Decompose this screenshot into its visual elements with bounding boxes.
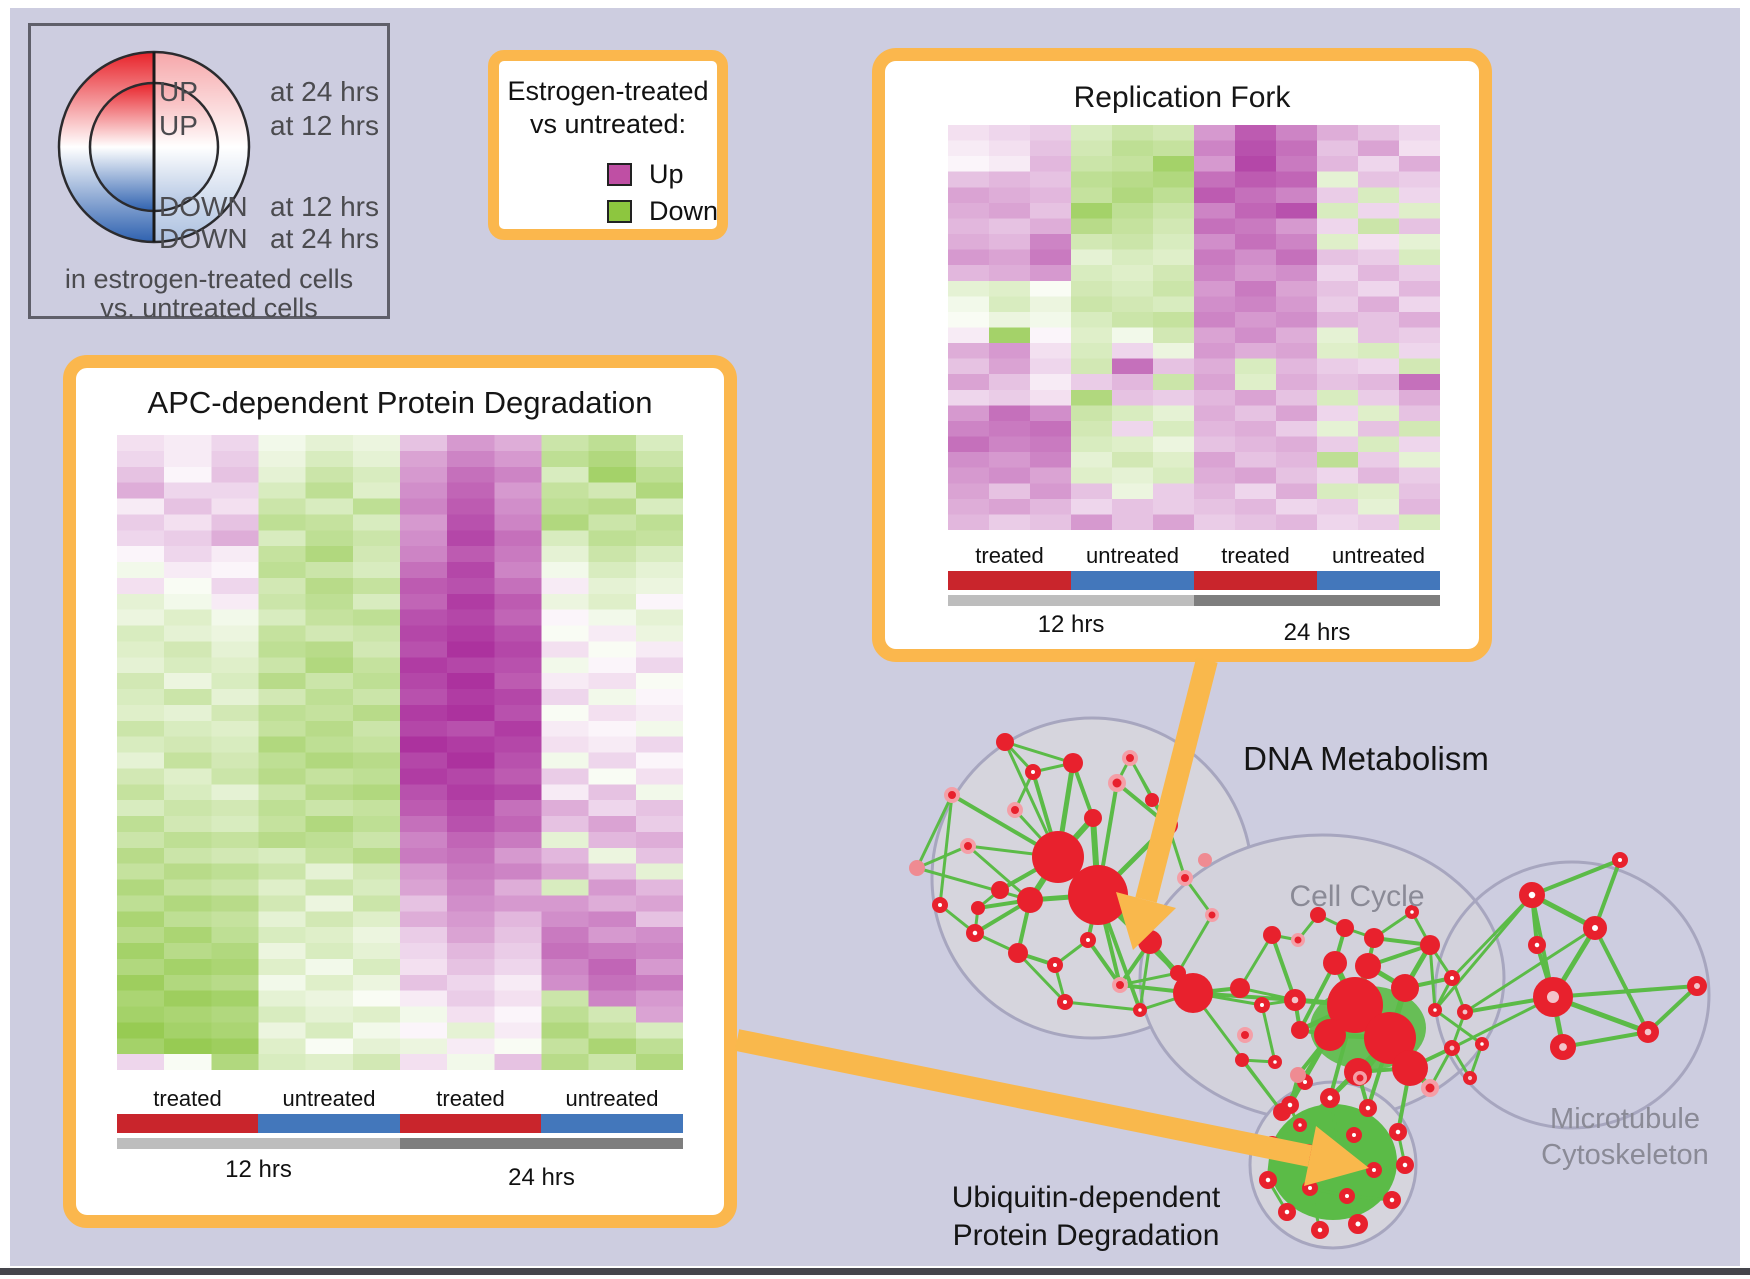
apc-12h-bar [117,1138,400,1149]
gauge-down-inner-time: at 12 hrs [270,191,379,222]
gauge-down-inner-label: DOWN [159,191,248,222]
apc-untreated-bar-24h [541,1114,683,1133]
estrogen-legend-box: Estrogen-treated vs untreated: Up Down [488,50,728,240]
apc-title: APC-dependent Protein Degradation [147,385,653,420]
up-color-swatch-icon [607,163,632,186]
apc-group-label-2: untreated [282,1086,376,1111]
rf-group-label-4: untreated [1332,543,1425,568]
down-color-swatch-icon [607,200,632,223]
replication-fork-panel: Replication Fork treated untreated treat… [872,48,1492,662]
rf-24h-label: 24 hrs [1283,619,1351,646]
rf-group-label-3: treated [1221,543,1290,568]
replication-fork-title: Replication Fork [1073,81,1291,114]
gauge-down-outer-time: at 24 hrs [270,223,379,254]
apc-12h-label: 12 hrs [225,1156,292,1183]
legend-down-label: Down [649,196,719,226]
replication-fork-heatmap [948,125,1440,530]
rf-group-label-1: treated [975,543,1044,568]
gauge-up-inner-label: UP [159,110,198,141]
estrogen-legend-title: Estrogen-treated vs untreated: [507,76,709,139]
legend-item-up: Up [607,161,684,188]
rf-12h-bar [948,595,1194,606]
apc-panel: APC-dependent Protein Degradation treate… [63,355,737,1228]
rf-untreated-bar-24h [1317,571,1440,590]
rf-24h-bar [1194,595,1440,606]
apc-24h-label: 24 hrs [508,1164,575,1191]
apc-treated-bar-12h [117,1114,258,1133]
updown-legend-box: UP at 24 hrs UP at 12 hrs DOWN at 12 hrs… [28,23,390,323]
rf-treated-bar-24h [1194,571,1317,590]
apc-group-label-1: treated [153,1086,222,1111]
apc-group-label-3: treated [436,1086,505,1111]
gauge-up-outer-time: at 24 hrs [270,76,379,107]
rf-12h-label: 12 hrs [1037,611,1105,638]
rf-treated-bar-12h [948,571,1071,590]
rf-group-label-2: untreated [1086,543,1179,568]
gauge-down-outer-label: DOWN [159,223,248,254]
legend-item-down: Down [607,198,718,225]
updown-gauge-icon [57,50,251,244]
gauge-up-inner-time: at 12 hrs [270,110,379,141]
figure-bottom-border [0,1268,1750,1275]
gauge-footer-line1: in estrogen-treated cells [64,264,354,294]
gauge-up-outer-label: UP [159,76,198,107]
apc-heatmap [117,435,683,1070]
apc-24h-bar [400,1138,683,1149]
legend-up-label: Up [649,159,684,189]
apc-untreated-bar-12h [258,1114,400,1133]
gauge-footer-line2: vs. untreated cells [100,293,318,323]
apc-treated-bar-24h [400,1114,541,1133]
apc-group-label-4: untreated [565,1086,659,1111]
rf-untreated-bar-12h [1071,571,1194,590]
